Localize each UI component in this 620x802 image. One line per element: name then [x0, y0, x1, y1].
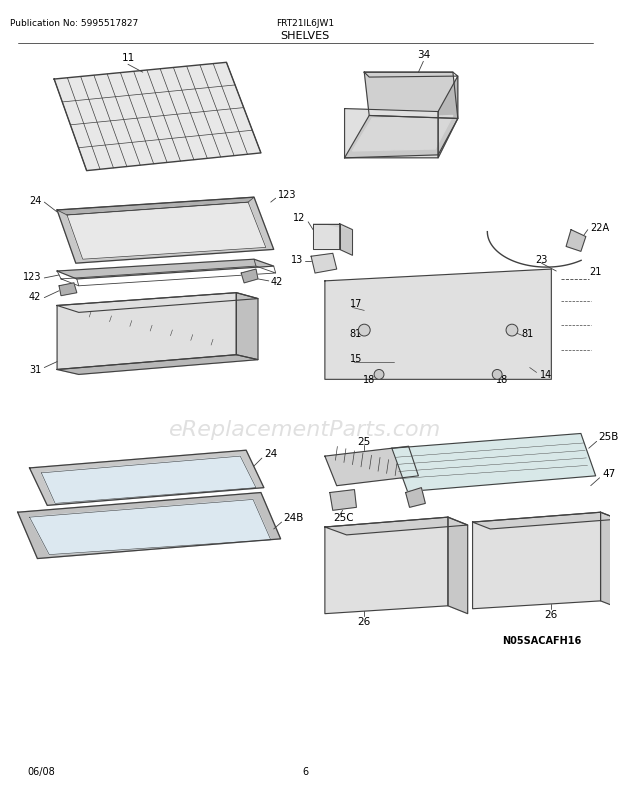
- Text: N05SACAFH16: N05SACAFH16: [502, 635, 581, 646]
- Text: SHELVES: SHELVES: [281, 30, 330, 41]
- Text: 25: 25: [358, 437, 371, 447]
- Polygon shape: [345, 116, 458, 159]
- Text: 47: 47: [603, 468, 616, 478]
- Text: 34: 34: [417, 51, 430, 60]
- Text: 25C: 25C: [333, 512, 353, 523]
- Polygon shape: [57, 294, 236, 370]
- Text: 24: 24: [264, 448, 277, 459]
- Polygon shape: [325, 447, 418, 486]
- Polygon shape: [313, 225, 340, 250]
- Polygon shape: [236, 294, 258, 360]
- Polygon shape: [601, 512, 618, 608]
- Polygon shape: [57, 294, 258, 313]
- Text: 15: 15: [350, 353, 362, 363]
- Text: 23: 23: [535, 255, 547, 265]
- Text: 25B: 25B: [598, 432, 619, 442]
- Polygon shape: [67, 203, 266, 260]
- Text: FRT21IL6JW1: FRT21IL6JW1: [276, 19, 334, 28]
- Text: 18: 18: [363, 375, 375, 385]
- Text: 13: 13: [291, 255, 303, 265]
- Polygon shape: [330, 490, 356, 511]
- Text: Publication No: 5995517827: Publication No: 5995517827: [10, 19, 138, 28]
- Text: 123: 123: [278, 190, 296, 200]
- Circle shape: [374, 370, 384, 380]
- Polygon shape: [345, 109, 438, 159]
- Text: 14: 14: [539, 370, 552, 380]
- Polygon shape: [325, 269, 551, 380]
- Polygon shape: [42, 456, 256, 504]
- Text: 26: 26: [545, 609, 558, 619]
- Polygon shape: [54, 63, 261, 172]
- Polygon shape: [472, 512, 618, 529]
- Polygon shape: [566, 230, 586, 252]
- Text: 06/08: 06/08: [27, 766, 55, 776]
- Text: eReplacementParts.com: eReplacementParts.com: [169, 419, 441, 439]
- Text: 24: 24: [29, 196, 42, 206]
- Text: 6: 6: [302, 766, 308, 776]
- Polygon shape: [438, 77, 458, 159]
- Polygon shape: [405, 488, 425, 508]
- Polygon shape: [57, 198, 273, 264]
- Polygon shape: [30, 451, 264, 506]
- Text: 22A: 22A: [591, 222, 610, 233]
- Text: 31: 31: [29, 365, 42, 375]
- Polygon shape: [311, 254, 337, 273]
- Polygon shape: [57, 260, 273, 280]
- Polygon shape: [472, 512, 601, 609]
- Polygon shape: [392, 434, 596, 492]
- Polygon shape: [57, 355, 258, 375]
- Polygon shape: [57, 198, 254, 216]
- Polygon shape: [365, 73, 458, 119]
- Polygon shape: [241, 269, 258, 283]
- Text: 24B: 24B: [283, 512, 304, 523]
- Circle shape: [492, 370, 502, 380]
- Text: 81: 81: [522, 329, 534, 338]
- Text: 12: 12: [293, 213, 305, 223]
- Polygon shape: [30, 500, 271, 555]
- Text: 17: 17: [350, 298, 362, 308]
- Circle shape: [358, 325, 370, 337]
- Polygon shape: [448, 517, 467, 614]
- Polygon shape: [59, 283, 77, 296]
- Polygon shape: [325, 517, 448, 614]
- Text: 18: 18: [496, 375, 508, 385]
- Text: 26: 26: [358, 616, 371, 626]
- Polygon shape: [340, 225, 352, 256]
- Text: 123: 123: [23, 272, 42, 282]
- Text: 21: 21: [589, 267, 601, 277]
- Text: 42: 42: [29, 291, 42, 302]
- Text: 42: 42: [271, 277, 283, 286]
- Circle shape: [506, 325, 518, 337]
- Polygon shape: [352, 116, 453, 152]
- Polygon shape: [18, 493, 281, 559]
- Polygon shape: [325, 517, 467, 535]
- Text: 81: 81: [350, 329, 361, 338]
- Text: 11: 11: [122, 53, 135, 63]
- Polygon shape: [313, 225, 352, 230]
